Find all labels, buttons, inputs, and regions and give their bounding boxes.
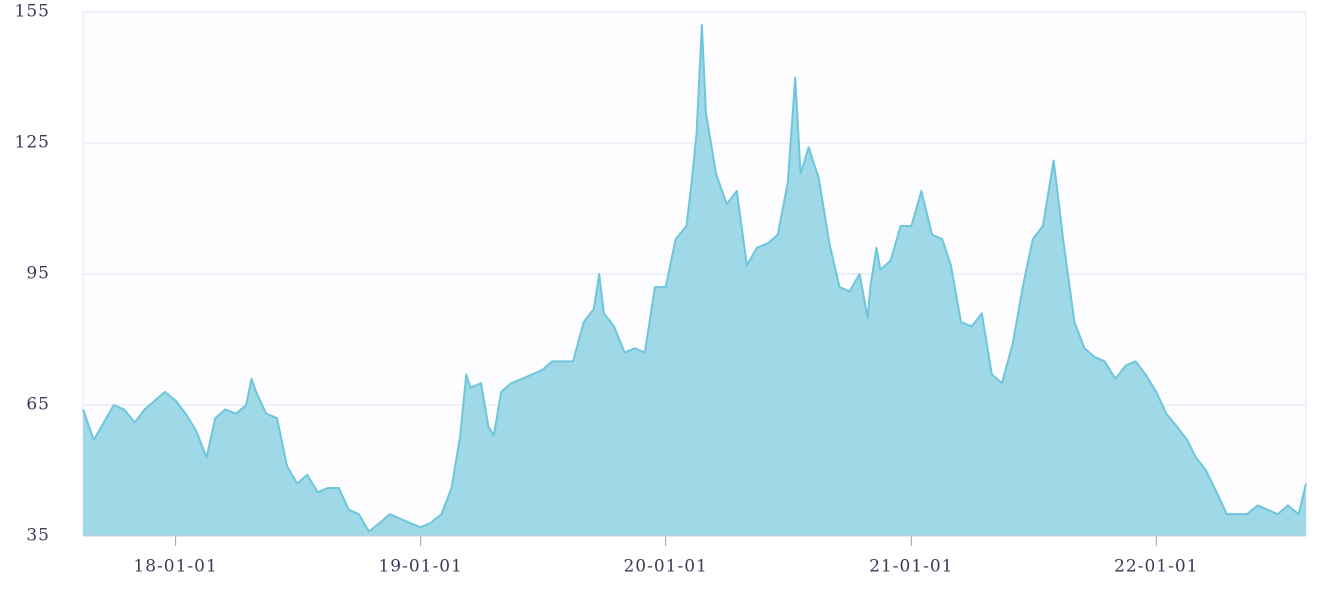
y-tick-label: 95	[26, 264, 50, 284]
y-tick-label: 155	[15, 2, 50, 22]
x-tick-label: 21-01-01	[869, 557, 953, 577]
area-line	[82, 24, 1307, 533]
x-tick-label: 20-01-01	[623, 557, 707, 577]
x-tick-label: 22-01-01	[1114, 557, 1198, 577]
x-tick-label: 18-01-01	[133, 557, 217, 577]
x-tick-label: 19-01-01	[378, 557, 462, 577]
y-tick-label: 125	[15, 133, 50, 153]
area-fill	[83, 25, 1306, 536]
y-tick-label: 35	[26, 526, 50, 546]
y-tick-label: 65	[26, 395, 50, 415]
